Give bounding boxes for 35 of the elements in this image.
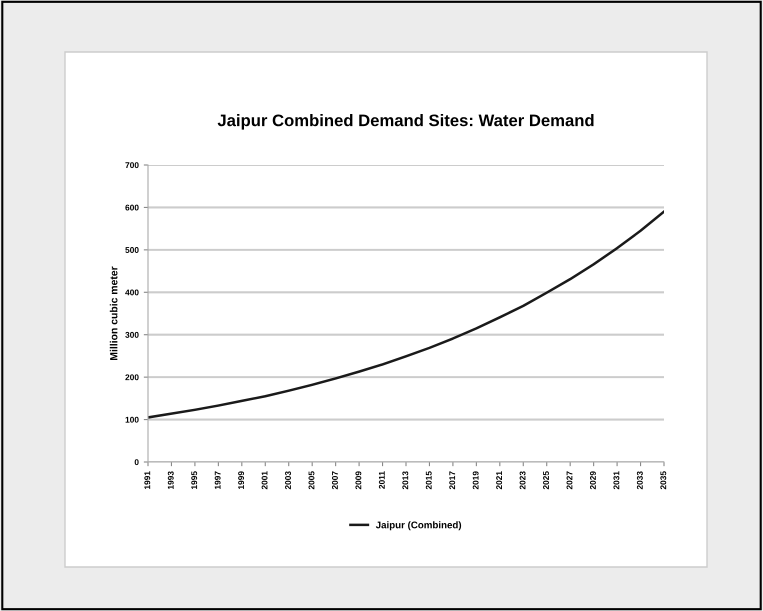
x-tick-label: 2027 [566,471,572,490]
x-tick-label: 2033 [636,471,643,490]
y-tick-label: 0 [134,459,139,466]
chart-title: Jaipur Combined Demand Sites: Water Demand [218,114,594,130]
x-tick-label: 2003 [285,471,291,490]
line-series [148,210,664,419]
x-tick-label: 1993 [168,471,174,490]
x-tick-label: 2029 [590,471,596,490]
y-tick-label: 500 [125,247,139,253]
x-tick-label: 2023 [520,471,526,490]
x-tick-label: 2017 [449,471,456,490]
x-tick-label: 2013 [402,471,408,490]
x-tick-label: 2007 [332,471,338,490]
x-tick-label: 1991 [144,471,150,490]
x-tick-label: 2021 [496,471,502,490]
x-tick-label: 2025 [543,471,549,490]
y-tick-label: 300 [125,332,139,338]
x-tick-label: 2019 [472,471,479,490]
y-tick-label: 200 [125,374,139,380]
x-tick-label: 2035 [660,471,666,490]
y-tick-label: 100 [126,416,139,423]
y-tick-label: 600 [125,204,139,211]
legend-label: Jaipur (Combined) [376,521,462,530]
x-tick-label: 2009 [355,471,362,490]
y-tick-label: 400 [125,289,139,296]
x-tick-label: 1995 [191,471,198,490]
x-tick-label: 2005 [308,471,314,490]
y-axis-title: Million cubic meter [110,266,118,360]
x-tick-label: 1997 [214,471,221,490]
x-tick-label: 2015 [426,471,432,490]
x-tick-label: 1999 [238,471,244,490]
x-tick-label: 2031 [613,471,620,490]
x-tick-label: 2001 [262,471,268,490]
y-tick-label: 700 [125,162,139,168]
x-tick-label: 2011 [378,471,385,489]
